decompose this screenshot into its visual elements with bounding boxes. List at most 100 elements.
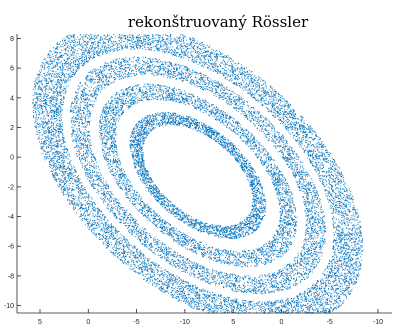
scatter-point xyxy=(297,301,299,303)
scatter-point xyxy=(53,169,55,171)
scatter-point xyxy=(59,41,61,43)
scatter-point xyxy=(168,278,170,280)
scatter-point xyxy=(262,304,263,306)
scatter-point xyxy=(157,270,159,272)
scatter-point xyxy=(51,146,52,148)
scatter-point xyxy=(54,91,56,93)
scatter-point xyxy=(331,190,333,192)
scatter-point xyxy=(146,265,148,267)
scatter-point xyxy=(305,136,307,137)
scatter-point xyxy=(218,295,220,297)
scatter-point xyxy=(332,248,334,250)
scatter-point xyxy=(86,201,88,202)
scatter-point xyxy=(335,210,337,212)
scatter-point xyxy=(316,145,318,147)
scatter-point xyxy=(107,228,109,230)
scatter-point xyxy=(106,247,108,249)
scatter-point xyxy=(101,238,103,240)
scatter-point xyxy=(167,285,169,287)
scatter-point xyxy=(337,306,339,308)
scatter-point xyxy=(343,276,345,278)
scatter-point xyxy=(50,151,52,153)
scatter-point xyxy=(350,233,352,235)
scatter-point xyxy=(96,225,98,227)
scatter-point xyxy=(237,77,239,79)
scatter-point xyxy=(57,123,58,124)
scatter-point xyxy=(343,262,345,263)
scatter-point xyxy=(268,301,270,303)
scatter-point xyxy=(306,147,308,148)
scatter-point xyxy=(42,62,44,64)
scatter-point xyxy=(49,166,51,168)
scatter-point xyxy=(124,47,126,49)
scatter-point xyxy=(73,189,75,191)
scatter-point xyxy=(119,34,121,36)
scatter-point xyxy=(274,95,275,97)
scatter-point xyxy=(358,269,360,271)
scatter-point xyxy=(68,199,70,201)
scatter-point xyxy=(344,248,346,250)
scatter-point xyxy=(309,129,311,131)
scatter-point xyxy=(265,106,267,108)
scatter-point xyxy=(286,307,288,309)
scatter-point xyxy=(348,232,350,234)
scatter-point xyxy=(88,51,90,53)
scatter-point xyxy=(352,254,354,256)
scatter-point xyxy=(288,132,290,134)
scatter-point xyxy=(70,201,72,203)
scatter-point xyxy=(300,296,302,298)
scatter-point xyxy=(348,211,350,213)
scatter-point xyxy=(336,232,338,234)
scatter-point xyxy=(106,245,108,247)
scatter-point xyxy=(197,292,199,294)
scatter-point xyxy=(229,79,231,81)
scatter-point xyxy=(325,290,327,292)
scatter-point xyxy=(70,171,72,173)
scatter-point xyxy=(136,44,138,46)
scatter-point xyxy=(353,232,355,234)
scatter-point xyxy=(330,184,331,185)
scatter-point xyxy=(118,237,120,239)
scatter-point xyxy=(75,49,77,51)
scatter-point xyxy=(72,178,74,180)
scatter-point xyxy=(75,179,77,181)
scatter-point xyxy=(35,82,37,84)
scatter-point xyxy=(338,236,340,238)
scatter-point xyxy=(89,37,91,39)
scatter-point xyxy=(354,281,356,283)
scatter-point xyxy=(39,130,40,132)
scatter-point xyxy=(280,123,281,124)
scatter-point xyxy=(91,35,93,37)
scatter-point xyxy=(54,47,56,49)
scatter-point xyxy=(284,306,286,308)
scatter-point xyxy=(57,152,59,154)
scatter-point xyxy=(233,308,235,310)
scatter-point xyxy=(279,310,281,312)
scatter-point xyxy=(331,213,333,214)
scatter-point xyxy=(167,34,169,36)
scatter-point xyxy=(296,121,298,123)
scatter-point xyxy=(219,64,221,66)
scatter-point xyxy=(351,272,353,274)
scatter-point xyxy=(334,288,336,290)
scatter-point xyxy=(49,88,51,90)
scatter-point xyxy=(320,288,322,290)
scatter-point xyxy=(225,56,227,58)
scatter-point xyxy=(249,302,251,304)
scatter-point xyxy=(317,296,319,298)
scatter-point xyxy=(187,48,189,50)
scatter-point xyxy=(320,279,322,281)
scatter-point xyxy=(139,39,141,41)
scatter-point xyxy=(86,46,88,48)
scatter-point xyxy=(66,156,68,158)
scatter-point xyxy=(321,179,323,181)
scatter-point xyxy=(286,113,288,115)
scatter-point xyxy=(55,98,57,100)
scatter-point xyxy=(346,195,348,197)
scatter-point xyxy=(231,311,233,313)
scatter-point xyxy=(80,58,82,59)
scatter-point xyxy=(64,87,66,89)
scatter-point xyxy=(127,37,129,38)
scatter-point xyxy=(39,93,40,94)
scatter-point xyxy=(246,307,248,309)
